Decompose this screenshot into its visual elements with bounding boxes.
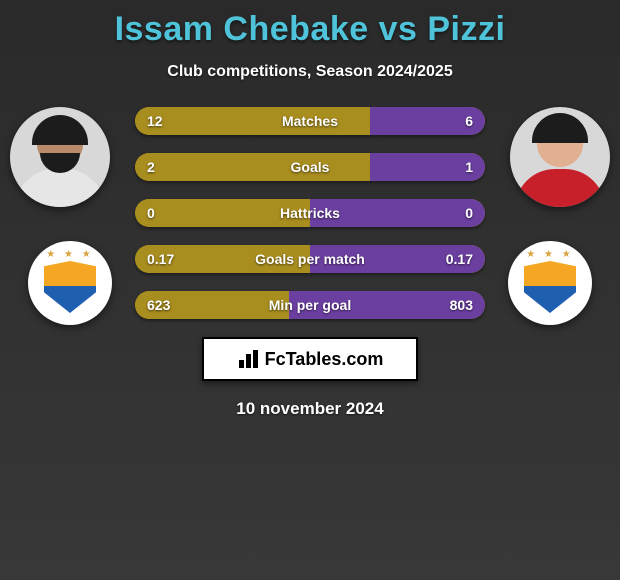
shield-icon [44,261,96,313]
club-badge-left: ★ ★ ★ [28,241,112,325]
stat-row: 623803Min per goal [135,291,485,319]
stat-row: 126Matches [135,107,485,135]
shield-icon [524,261,576,313]
comparison-area: ★ ★ ★ ★ ★ ★ 126Matches 21Goals 00Hattricks… [0,107,620,319]
subtitle: Club competitions, Season 2024/2025 [0,63,620,81]
stat-bars: 126Matches 21Goals 00Hattricks 0.170.17Goal… [135,107,485,319]
stat-label: Matches [135,107,485,135]
player-right-avatar [510,107,610,207]
stat-label: Goals per match [135,245,485,273]
stars-icon: ★ ★ ★ [28,249,112,260]
stat-label: Goals [135,153,485,181]
stat-row: 21Goals [135,153,485,181]
brand-attribution: FcTables.com [202,337,418,381]
page-title: Issam Chebake vs Pizzi [0,0,620,49]
club-badge-right: ★ ★ ★ [508,241,592,325]
stat-row: 0.170.17Goals per match [135,245,485,273]
stat-label: Min per goal [135,291,485,319]
stat-label: Hattricks [135,199,485,227]
stars-icon: ★ ★ ★ [508,249,592,260]
player-left-avatar [10,107,110,207]
date-label: 10 november 2024 [0,399,620,419]
stat-row: 00Hattricks [135,199,485,227]
bar-chart-icon [237,350,259,368]
brand-text: FcTables.com [265,349,384,370]
